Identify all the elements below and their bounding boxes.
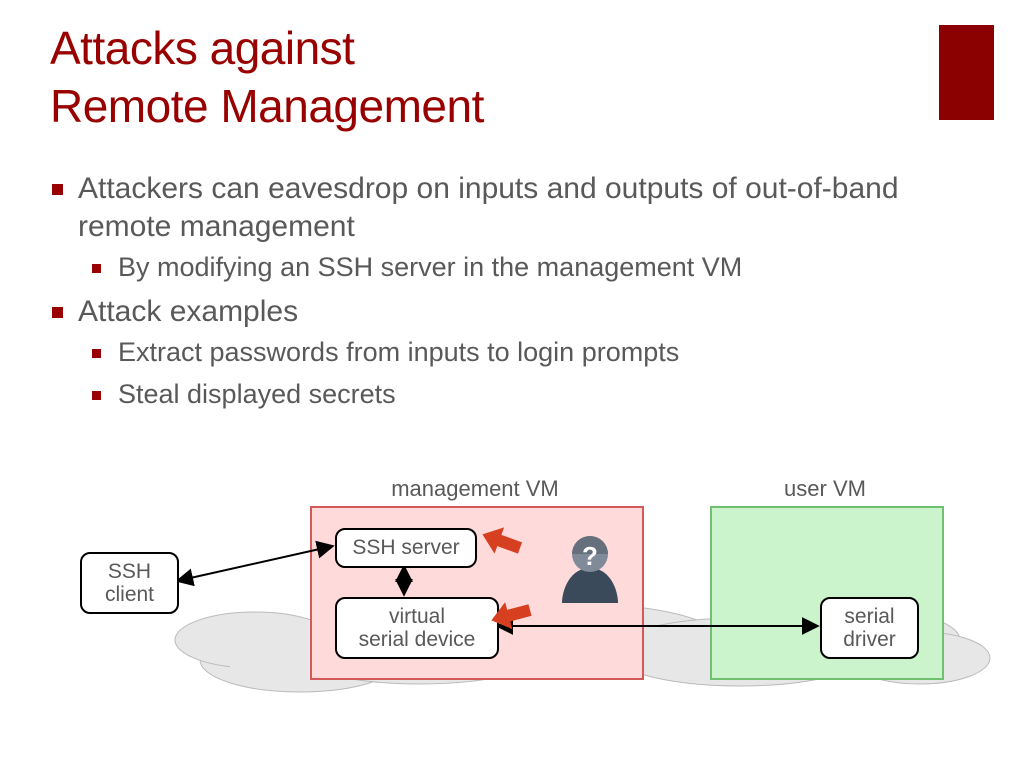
attacker-icon: ? bbox=[562, 536, 618, 603]
bullet-1: Attackers can eavesdrop on inputs and ou… bbox=[52, 170, 972, 245]
slide: Attacks against Remote Management Attack… bbox=[0, 0, 1024, 768]
bullet-2a: Extract passwords from inputs to login p… bbox=[92, 336, 972, 370]
title-line1: Attacks against bbox=[50, 22, 354, 74]
bullet-2: Attack examples bbox=[52, 293, 972, 331]
bullet-2b: Steal displayed secrets bbox=[92, 378, 972, 412]
diagram: management VM user VM SSH client SSH ser… bbox=[0, 470, 1024, 760]
accent-block bbox=[939, 25, 994, 120]
slide-title: Attacks against Remote Management bbox=[50, 20, 484, 135]
svg-text:?: ? bbox=[582, 541, 598, 571]
title-line2: Remote Management bbox=[50, 80, 484, 132]
bullet-1a: By modifying an SSH server in the manage… bbox=[92, 251, 972, 285]
attacker-layer: ? bbox=[0, 470, 1024, 760]
bullet-list: Attackers can eavesdrop on inputs and ou… bbox=[52, 170, 972, 420]
